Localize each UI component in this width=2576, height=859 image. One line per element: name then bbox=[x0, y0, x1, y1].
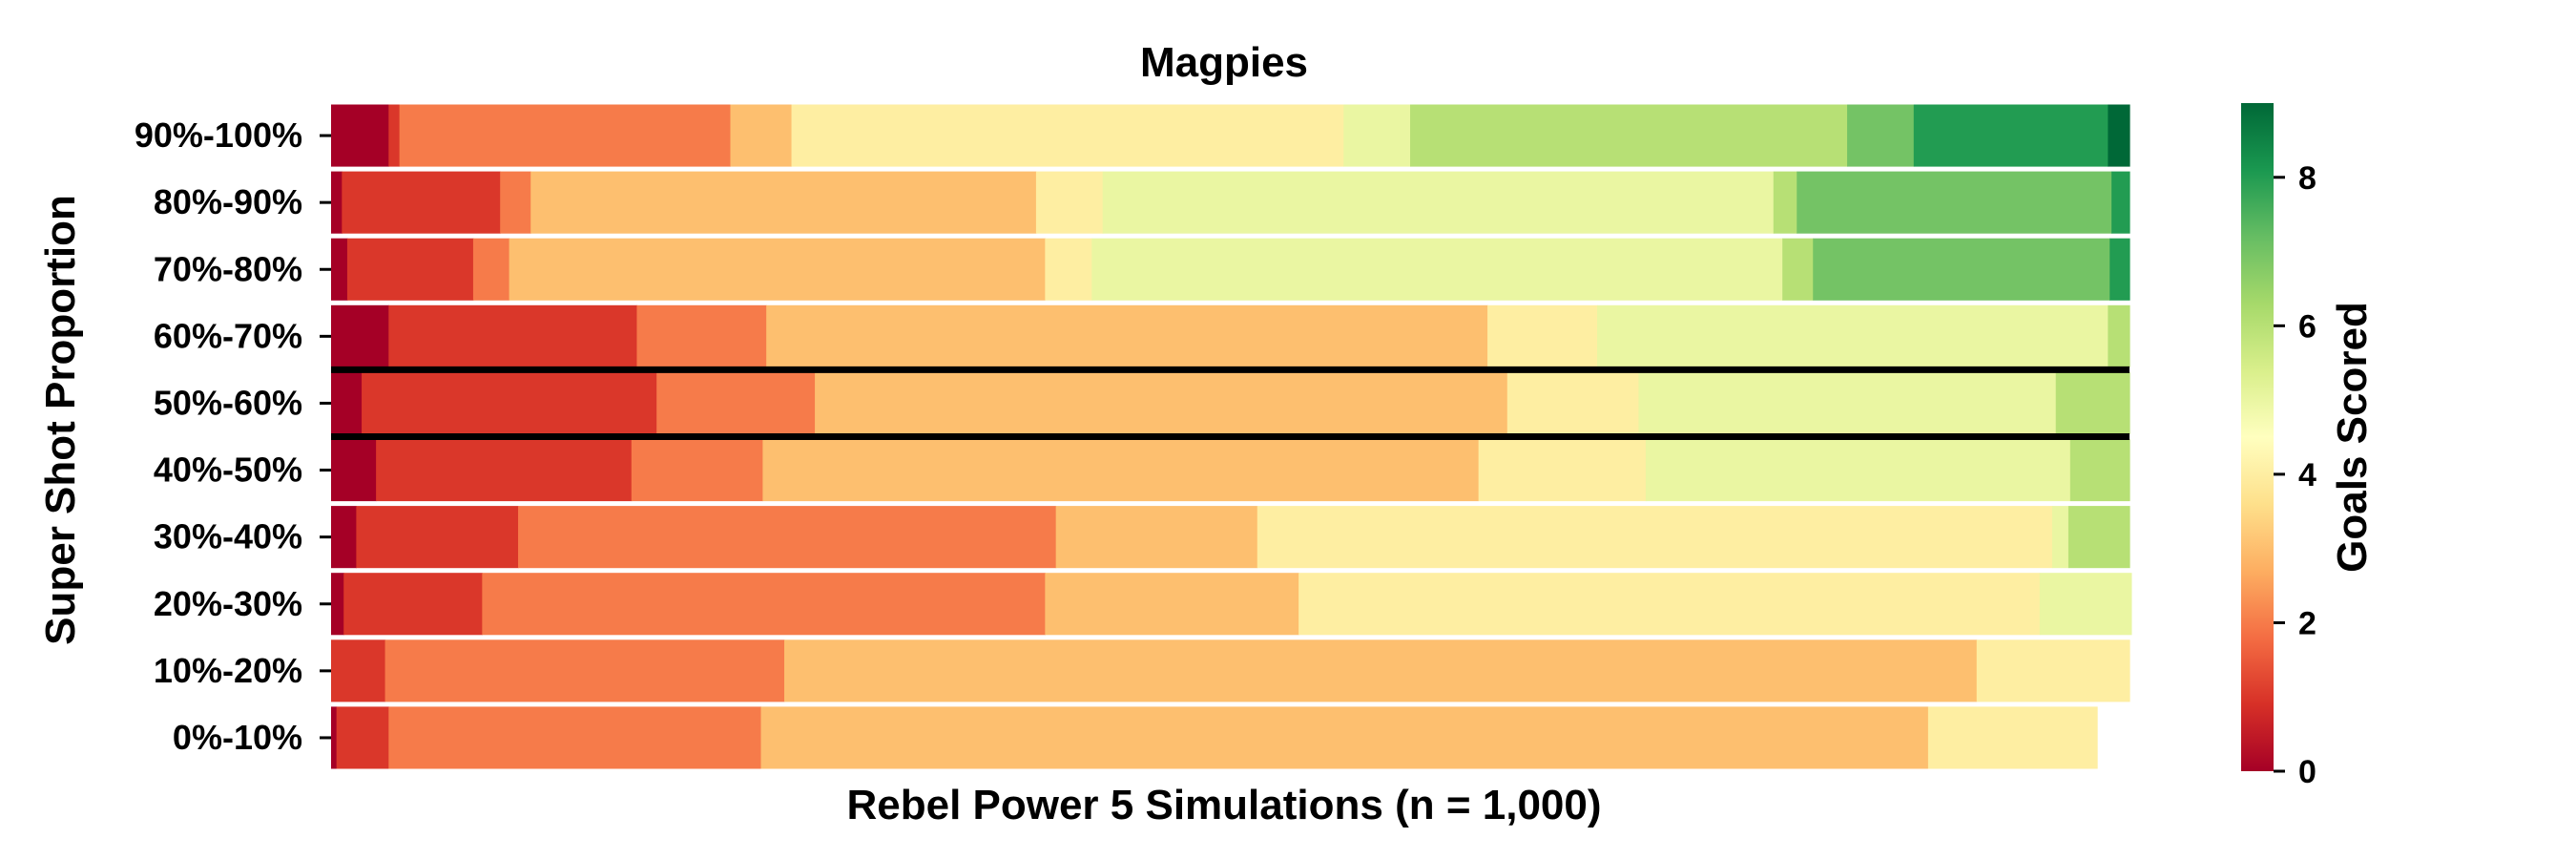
bar-segment bbox=[1813, 238, 2110, 301]
bar-segment bbox=[1045, 238, 1092, 301]
bar-segment bbox=[2039, 573, 2132, 636]
bar-segment bbox=[342, 171, 501, 234]
y-tick-label: 40%-50% bbox=[154, 450, 302, 490]
bar-segment bbox=[331, 171, 343, 234]
bar-segment bbox=[1055, 506, 1258, 569]
bar-segment bbox=[730, 104, 793, 167]
bar-segment bbox=[1035, 171, 1104, 234]
colorbar-ticks: 0 2 4 6 8 bbox=[2274, 160, 2316, 790]
bar-segment bbox=[1847, 104, 1915, 167]
bar-segment bbox=[518, 506, 1057, 569]
bars bbox=[331, 104, 2132, 769]
bar-segment bbox=[631, 439, 763, 502]
colorbar-tick-label: 6 bbox=[2298, 308, 2316, 345]
bar-segment bbox=[1645, 439, 2071, 502]
highlight-lines bbox=[331, 366, 2129, 440]
bar-segment bbox=[1913, 104, 2109, 167]
bar-segment bbox=[1638, 371, 2057, 434]
bar-segment bbox=[1976, 639, 2130, 702]
bar-segment bbox=[509, 238, 1046, 301]
bar-segment bbox=[2108, 104, 2130, 167]
bar-segment bbox=[766, 304, 1488, 367]
colorbar-tick-label: 2 bbox=[2298, 605, 2316, 641]
bar-segment bbox=[791, 104, 1344, 167]
bar-segment bbox=[331, 506, 357, 569]
colorbar-tick-label: 8 bbox=[2298, 160, 2316, 197]
y-axis-label: Super Shot Proportion bbox=[37, 195, 84, 645]
bar-segment bbox=[2069, 439, 2130, 502]
bar-segment bbox=[1597, 304, 2109, 367]
y-axis-ticks: 0%-10% 10%-20% 20%-30% 30%-40% 40%-50% 50%-60… bbox=[135, 115, 331, 757]
bar-segment bbox=[399, 104, 732, 167]
colorbar-label: Goals Scored bbox=[2329, 302, 2376, 573]
bar-segment bbox=[1343, 104, 1411, 167]
y-tick-label: 80%-90% bbox=[154, 182, 302, 221]
bar-segment bbox=[331, 439, 377, 502]
bar-segment bbox=[1257, 506, 2053, 569]
chart-title: Magpies bbox=[1140, 39, 1308, 86]
colorbar-tick-label: 4 bbox=[2298, 457, 2316, 493]
bar-segment bbox=[636, 304, 767, 367]
bar-segment bbox=[1478, 439, 1647, 502]
bar-segment bbox=[388, 304, 638, 367]
colorbar: 0 2 4 6 8 Goals Scored bbox=[2241, 103, 2376, 790]
bar-segment bbox=[1091, 238, 1783, 301]
bar-segment bbox=[1045, 573, 1299, 636]
bar-segment bbox=[376, 439, 633, 502]
bar-segment bbox=[384, 639, 785, 702]
y-tick-label: 70%-80% bbox=[154, 249, 302, 288]
bar-segment bbox=[2051, 506, 2069, 569]
bar-segment bbox=[331, 104, 389, 167]
bar-segment bbox=[784, 639, 1978, 702]
bar-segment bbox=[760, 706, 1929, 769]
bar-segment bbox=[331, 371, 363, 434]
y-tick-label: 50%-60% bbox=[154, 383, 302, 422]
bar-segment bbox=[500, 171, 531, 234]
bar-segment bbox=[388, 104, 401, 167]
bar-segment bbox=[762, 439, 1480, 502]
x-axis-label: Rebel Power 5 Simulations (n = 1,000) bbox=[846, 782, 1601, 828]
bar-segment bbox=[2067, 506, 2130, 569]
bar-segment bbox=[530, 171, 1037, 234]
y-tick-label: 60%-70% bbox=[154, 316, 302, 355]
bar-segment bbox=[356, 506, 519, 569]
bar-segment bbox=[1487, 304, 1598, 367]
bar-segment bbox=[482, 573, 1046, 636]
bar-segment bbox=[1102, 171, 1775, 234]
bar-segment bbox=[1797, 171, 2112, 234]
bar-segment bbox=[2108, 304, 2130, 367]
bar-segment bbox=[472, 238, 510, 301]
bar-segment bbox=[815, 371, 1508, 434]
bar-segment bbox=[362, 371, 657, 434]
bar-segment bbox=[2111, 171, 2130, 234]
bar-segment bbox=[656, 371, 816, 434]
y-tick-label: 30%-40% bbox=[154, 517, 302, 556]
y-tick-label: 20%-30% bbox=[154, 584, 302, 623]
bar-segment bbox=[1298, 573, 2041, 636]
bar-segment bbox=[1506, 371, 1639, 434]
colorbar-gradient bbox=[2241, 103, 2274, 771]
bar-segment bbox=[1782, 238, 1814, 301]
bar-segment bbox=[2055, 371, 2130, 434]
bar-segment bbox=[331, 304, 389, 367]
bar-segment bbox=[1410, 104, 1848, 167]
y-tick-label: 0%-10% bbox=[173, 718, 302, 757]
bar-segment bbox=[1773, 171, 1797, 234]
bar-segment bbox=[343, 573, 483, 636]
bar-segment bbox=[331, 573, 344, 636]
bar-segment bbox=[1927, 706, 2098, 769]
bar-segment bbox=[388, 706, 762, 769]
bar-segment bbox=[331, 639, 386, 702]
y-tick-label: 90%-100% bbox=[135, 115, 302, 155]
bar-segment bbox=[336, 706, 389, 769]
bar-segment bbox=[2109, 238, 2130, 301]
colorbar-tick-label: 0 bbox=[2298, 754, 2316, 790]
bar-segment bbox=[331, 706, 338, 769]
bar-segment bbox=[331, 238, 348, 301]
bar-segment bbox=[346, 238, 474, 301]
y-tick-label: 10%-20% bbox=[154, 651, 302, 690]
